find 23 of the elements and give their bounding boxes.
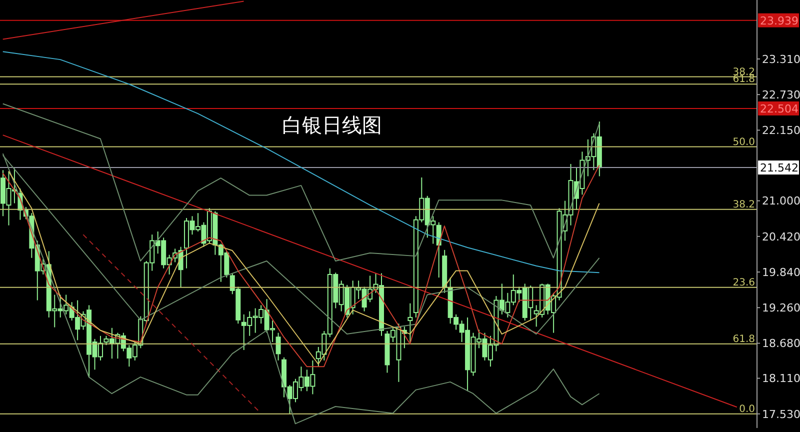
candlestick bbox=[276, 332, 281, 361]
line-series bbox=[2, 103, 600, 262]
annotation: 23.6 bbox=[732, 277, 755, 288]
annotation: 0.0 bbox=[739, 404, 755, 415]
y-tick-label: 20.420 bbox=[762, 230, 800, 244]
y-tick-label: 19.840 bbox=[762, 266, 800, 279]
ref-line-label: 21.542 bbox=[760, 162, 798, 175]
annotation: 61.8 bbox=[732, 334, 755, 345]
annotation: 38.2 bbox=[732, 199, 755, 210]
y-tick-label: 19.260 bbox=[762, 302, 800, 315]
ref-line-label: 23.939 bbox=[760, 14, 798, 28]
y-tick-label: 17.530 bbox=[762, 408, 800, 421]
text: 白银日线图 bbox=[282, 112, 382, 139]
y-tick-label: 22.730 bbox=[762, 88, 800, 102]
y-tick-label: 21.000 bbox=[762, 194, 800, 208]
y-tick-label: 23.310 bbox=[762, 52, 800, 66]
annotation: 50.0 bbox=[732, 136, 755, 148]
y-tick-label: 22.150 bbox=[762, 124, 800, 138]
line-series bbox=[2, 51, 600, 274]
candlestick bbox=[408, 302, 413, 343]
y-tick-label: 18.680 bbox=[762, 337, 800, 350]
ref-line-label: 22.504 bbox=[760, 102, 798, 116]
y-tick-label: 18.110 bbox=[762, 372, 800, 386]
